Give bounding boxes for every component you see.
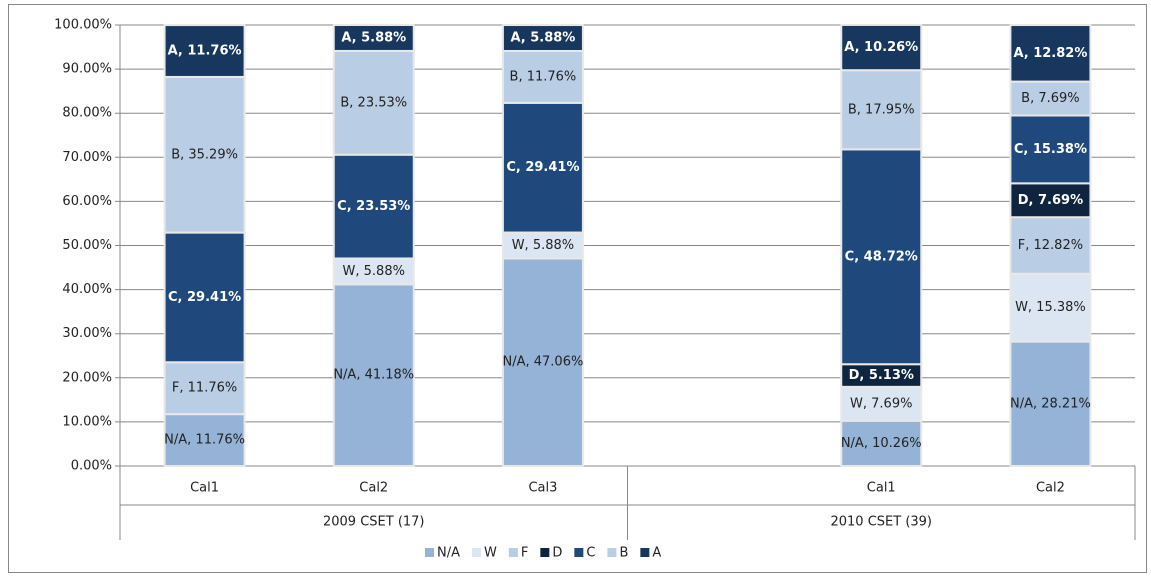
data-label: N/A, 47.06% [502, 355, 583, 370]
bar-segment [163, 361, 246, 416]
y-tick-label: 10.00% [62, 414, 112, 429]
legend-label: F [521, 546, 528, 561]
bar-segment [840, 69, 923, 151]
data-label: B, 23.53% [340, 95, 407, 110]
legend-swatch [472, 548, 481, 557]
bar-segment [501, 257, 584, 467]
data-label: A, 12.82% [1013, 46, 1087, 61]
data-label: N/A, 11.76% [164, 433, 245, 448]
bar-segment [1009, 24, 1092, 83]
bar-segment [332, 24, 415, 52]
legend-swatch [425, 548, 434, 557]
legend-label: C [586, 546, 595, 561]
data-label: B, 35.29% [171, 147, 238, 162]
y-tick-label: 20.00% [62, 370, 112, 385]
bar-segment [163, 231, 246, 364]
x-tick-label: Cal3 [528, 481, 557, 496]
data-label: B, 17.95% [848, 102, 915, 117]
data-label: W, 5.88% [512, 238, 574, 253]
legend-label: N/A [437, 546, 460, 561]
bar-segment [1009, 272, 1092, 343]
y-tick-label: 100.00% [54, 18, 112, 33]
data-label: C, 15.38% [1014, 142, 1087, 157]
bar-segment [332, 153, 415, 260]
bar-segment [840, 23, 923, 72]
bar-segment [1009, 340, 1092, 467]
y-tick-label: 90.00% [62, 62, 112, 77]
data-label: W, 15.38% [1015, 300, 1086, 315]
y-tick-label: 60.00% [62, 194, 112, 209]
data-label: C, 23.53% [337, 199, 410, 214]
data-label: N/A, 41.18% [333, 368, 414, 383]
data-label: C, 29.41% [506, 160, 579, 175]
bar-segment [163, 75, 246, 234]
bar-segment [163, 24, 246, 78]
legend-label: B [619, 546, 628, 561]
data-label: W, 7.69% [850, 396, 912, 411]
x-tick-label: Cal2 [1036, 481, 1065, 496]
bar-segment [840, 148, 923, 366]
bar-segment [501, 231, 584, 260]
data-label: D, 5.13% [849, 368, 914, 383]
data-label: F, 12.82% [1018, 238, 1083, 253]
data-label: F, 11.76% [172, 381, 237, 396]
bar-segment [840, 419, 923, 467]
bar-segment [501, 101, 584, 234]
data-label: A, 5.88% [510, 31, 575, 46]
data-label: B, 7.69% [1021, 91, 1079, 106]
data-label: A, 5.88% [341, 30, 406, 45]
bar-segment [332, 257, 415, 286]
bar-segment [501, 24, 584, 52]
legend-label: A [652, 546, 661, 561]
data-label: C, 48.72% [845, 249, 918, 264]
bar-segment [1009, 114, 1092, 185]
legend-swatch [640, 548, 650, 557]
bar-segment [1009, 80, 1092, 117]
group-label: 2010 CSET (39) [830, 515, 932, 530]
data-label: A, 10.26% [844, 40, 918, 55]
y-tick-label: 30.00% [62, 326, 112, 341]
data-label: W, 5.88% [343, 264, 405, 279]
bar-segment [332, 49, 415, 156]
data-label: B, 11.76% [510, 69, 577, 84]
legend-swatch [574, 548, 584, 557]
legend-swatch [607, 548, 617, 557]
data-label: N/A, 28.21% [1010, 396, 1091, 411]
data-label: A, 11.76% [168, 44, 242, 59]
x-tick-label: Cal1 [190, 481, 219, 496]
data-label: N/A, 10.26% [841, 436, 922, 451]
legend-label: D [552, 546, 562, 561]
bar-segment [501, 49, 584, 104]
group-label: 2009 CSET (17) [323, 515, 425, 530]
y-tick-label: 80.00% [62, 106, 112, 121]
x-tick-label: Cal1 [867, 481, 896, 496]
data-label: C, 29.41% [168, 290, 241, 305]
y-tick-label: 40.00% [62, 282, 112, 297]
data-label: D, 7.69% [1018, 193, 1083, 208]
legend-swatch [508, 548, 518, 557]
legend-label: W [484, 546, 497, 561]
x-tick-label: Cal2 [359, 481, 388, 496]
y-tick-label: 0.00% [71, 459, 112, 474]
legend-swatch [540, 548, 550, 557]
y-tick-label: 70.00% [62, 150, 112, 165]
y-tick-label: 50.00% [62, 238, 112, 253]
